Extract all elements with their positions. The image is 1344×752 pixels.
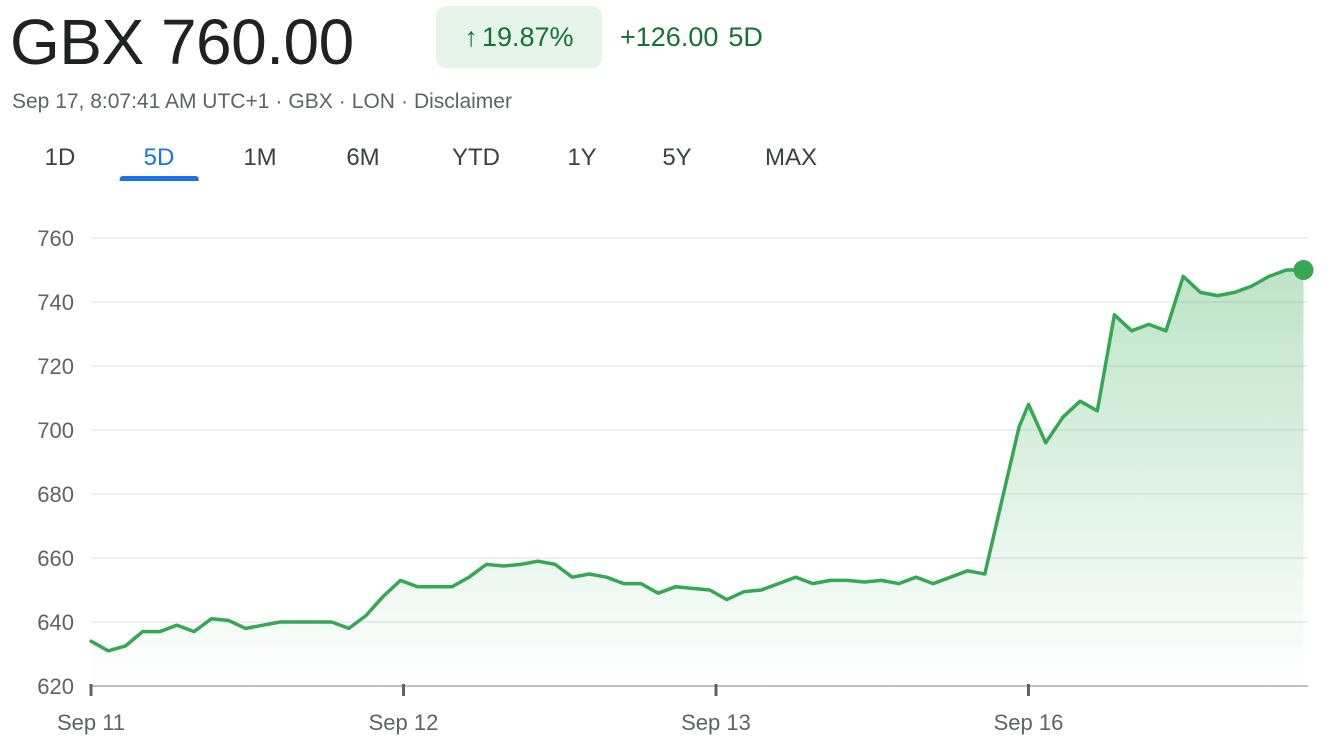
arrow-up-icon: ↑ xyxy=(464,22,478,52)
y-tick-label: 740 xyxy=(37,290,74,315)
tab-5d[interactable]: 5D xyxy=(119,138,199,181)
change-value: +126.00 xyxy=(620,22,719,52)
tab-label: 5Y xyxy=(662,144,692,171)
tab-5y[interactable]: 5Y xyxy=(662,138,691,178)
y-tick-label: 700 xyxy=(37,418,74,443)
change-period: 5D xyxy=(728,22,763,52)
quote-meta: Sep 17, 8:07:41 AM UTC+1 · GBX · LON · Disclai… xyxy=(12,88,512,116)
tab-6m[interactable]: 6M xyxy=(346,138,379,178)
tab-label: 1D xyxy=(44,144,76,171)
tab-label: MAX xyxy=(764,144,818,171)
stock-price: GBX 760.00 xyxy=(10,6,354,78)
tab-label: 1Y xyxy=(567,144,597,171)
quote-exchange: LON xyxy=(351,90,395,113)
tab-1m[interactable]: 1M xyxy=(243,138,276,178)
y-tick-label: 620 xyxy=(37,674,74,699)
x-axis: Sep 11 Sep 12 Sep 13 Sep 16 xyxy=(57,684,1308,735)
x-tick-label: Sep 13 xyxy=(681,710,751,735)
series-layer xyxy=(89,260,1314,686)
y-tick-label: 720 xyxy=(37,354,74,379)
y-axis: 620 640 660 680 700 720 740 760 xyxy=(37,226,74,699)
y-tick-label: 660 xyxy=(37,546,74,571)
series-line xyxy=(89,268,1306,653)
series-endpoint xyxy=(1293,260,1314,280)
y-tick-label: 680 xyxy=(37,482,74,507)
percent-change-value: 19.87% xyxy=(481,22,574,52)
tab-ytd[interactable]: YTD xyxy=(452,138,500,178)
percent-change-badge: ↑ 19.87% xyxy=(436,6,602,68)
quote-currency: GBX xyxy=(288,90,333,113)
range-tabs: 1D 5D 1M 6M YTD 1Y 5Y MAX xyxy=(0,138,900,184)
tab-label: 1M xyxy=(243,144,277,171)
tab-label: YTD xyxy=(452,144,500,171)
absolute-change: +126.00 5D xyxy=(620,6,763,68)
x-tick-label: Sep 16 xyxy=(994,710,1064,735)
disclaimer-link[interactable]: Disclaimer xyxy=(413,90,512,113)
tab-1y[interactable]: 1Y xyxy=(567,138,596,178)
quote-timestamp: Sep 17, 8:07:41 AM UTC+1 xyxy=(12,90,270,113)
active-tab-indicator xyxy=(119,176,199,181)
tab-label: 5D xyxy=(143,144,175,171)
x-tick-label: Sep 12 xyxy=(369,710,439,735)
x-tick-label: Sep 11 xyxy=(57,710,125,735)
series-area xyxy=(91,270,1304,686)
tab-max[interactable]: MAX xyxy=(765,138,817,178)
tab-1d[interactable]: 1D xyxy=(45,138,76,178)
meta-separator: · xyxy=(338,90,346,113)
meta-separator: · xyxy=(275,90,283,113)
tab-label: 6M xyxy=(346,144,380,171)
meta-separator: · xyxy=(400,90,408,113)
y-tick-label: 760 xyxy=(37,226,74,251)
y-tick-label: 640 xyxy=(37,610,74,635)
